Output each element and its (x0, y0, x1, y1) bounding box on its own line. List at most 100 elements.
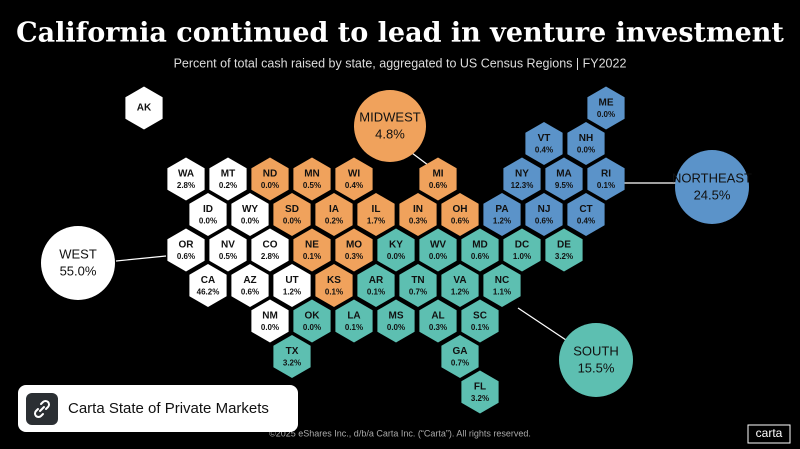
state: SC0.1% (461, 299, 499, 343)
state-abbr: AZ (243, 275, 256, 286)
state: WI0.4% (335, 157, 373, 201)
state-share: 3.2% (471, 394, 489, 403)
state: VA 1.2% (441, 264, 479, 307)
state-share: 0.5% (219, 252, 237, 261)
state-abbr: TN (411, 275, 424, 286)
state-abbr: CA (201, 275, 215, 286)
state-share: 0.6% (451, 217, 469, 226)
state-hex (125, 86, 163, 130)
state-abbr: NE (305, 240, 319, 251)
state-hex (209, 228, 247, 272)
state-hex (273, 193, 311, 236)
state-share: 0.3% (409, 217, 427, 226)
state-hex (167, 157, 205, 201)
link-text: Carta State of Private Markets (68, 400, 269, 417)
state-share: 0.3% (429, 323, 447, 332)
state-share: 0.7% (451, 359, 469, 368)
state: OK0.0% (293, 299, 331, 343)
state-share: 1.2% (493, 217, 511, 226)
state-hex (567, 193, 605, 236)
region-circle (354, 90, 426, 162)
state-share: 1.1% (493, 288, 511, 297)
state: VT 0.4% (525, 122, 563, 165)
state-hex (419, 157, 457, 201)
state-hex (545, 157, 583, 201)
state: OR0.6% (167, 228, 205, 272)
state-hex (335, 228, 373, 272)
state-abbr: DC (515, 240, 529, 251)
region-circle (559, 323, 633, 397)
state: OH 0.6% (441, 193, 479, 236)
region-share: 4.8% (375, 126, 405, 141)
state-hex (399, 193, 437, 236)
state: MN0.5% (293, 157, 331, 201)
state-share: 0.6% (177, 252, 195, 261)
state: KS 0.1% (315, 264, 353, 307)
state: WA2.8% (167, 157, 205, 201)
state-hex (461, 370, 499, 414)
state-hex (357, 264, 395, 307)
state: NC 1.1% (483, 264, 521, 307)
state: IL 1.7% (357, 193, 395, 236)
link-card[interactable]: Carta State of Private Markets (18, 385, 298, 432)
state-abbr: AR (369, 275, 384, 286)
state-hex (377, 299, 415, 343)
region-circle (675, 150, 749, 224)
state-share: 0.1% (367, 288, 385, 297)
state-share: 1.2% (283, 288, 301, 297)
region-name: WEST (59, 246, 97, 261)
state-share: 0.4% (345, 181, 363, 190)
state-hex (335, 299, 373, 343)
state: AL0.3% (419, 299, 457, 343)
logo-box (747, 424, 791, 444)
state-share: 0.0% (597, 110, 615, 119)
title: California continued to lead in venture … (16, 18, 784, 49)
state: SD 0.0% (273, 193, 311, 236)
state-hex (441, 264, 479, 307)
state-abbr: IA (329, 204, 339, 215)
state-hex (209, 157, 247, 201)
state-abbr: WY (242, 204, 258, 215)
state: AK (125, 86, 163, 130)
state-abbr: NM (262, 311, 278, 322)
state-abbr: FL (474, 382, 486, 393)
state-abbr: UT (285, 275, 298, 286)
state-share: 0.2% (325, 217, 343, 226)
state: MT0.2% (209, 157, 247, 201)
state: ME0.0% (587, 86, 625, 130)
state: AZ 0.6% (231, 264, 269, 307)
region-name: SOUTH (573, 343, 619, 358)
state-hex (189, 193, 227, 236)
state: RI0.1% (587, 157, 625, 201)
state: MI0.6% (419, 157, 457, 201)
state-abbr: IN (413, 204, 423, 215)
state-abbr: NY (515, 169, 529, 180)
state-share: 2.8% (261, 252, 279, 261)
footer: ©2025 eShares Inc., d/b/a Carta Inc. (“C… (269, 428, 531, 438)
state-hex (251, 157, 289, 201)
state-share: 2.8% (177, 181, 195, 190)
state-share: 0.6% (429, 181, 447, 190)
state-share: 0.3% (345, 252, 363, 261)
state-abbr: CT (579, 204, 592, 215)
state-hex (567, 122, 605, 165)
state-share: 0.7% (409, 288, 427, 297)
state-share: 0.2% (219, 181, 237, 190)
state: CT 0.4% (567, 193, 605, 236)
state-hex (587, 86, 625, 130)
state-abbr: ME (599, 98, 614, 109)
state-abbr: NC (495, 275, 509, 286)
state-share: 0.1% (471, 323, 489, 332)
state-share: 0.1% (345, 323, 363, 332)
state: ID 0.0% (189, 193, 227, 236)
state-hex (251, 228, 289, 272)
state-share: 0.1% (597, 181, 615, 190)
state-abbr: LA (347, 311, 360, 322)
state: PA 1.2% (483, 193, 521, 236)
state: NM0.0% (251, 299, 289, 343)
state-share: 0.0% (387, 252, 405, 261)
state-abbr: IL (372, 204, 381, 215)
state-hex (315, 193, 353, 236)
state-abbr: DE (557, 240, 571, 251)
